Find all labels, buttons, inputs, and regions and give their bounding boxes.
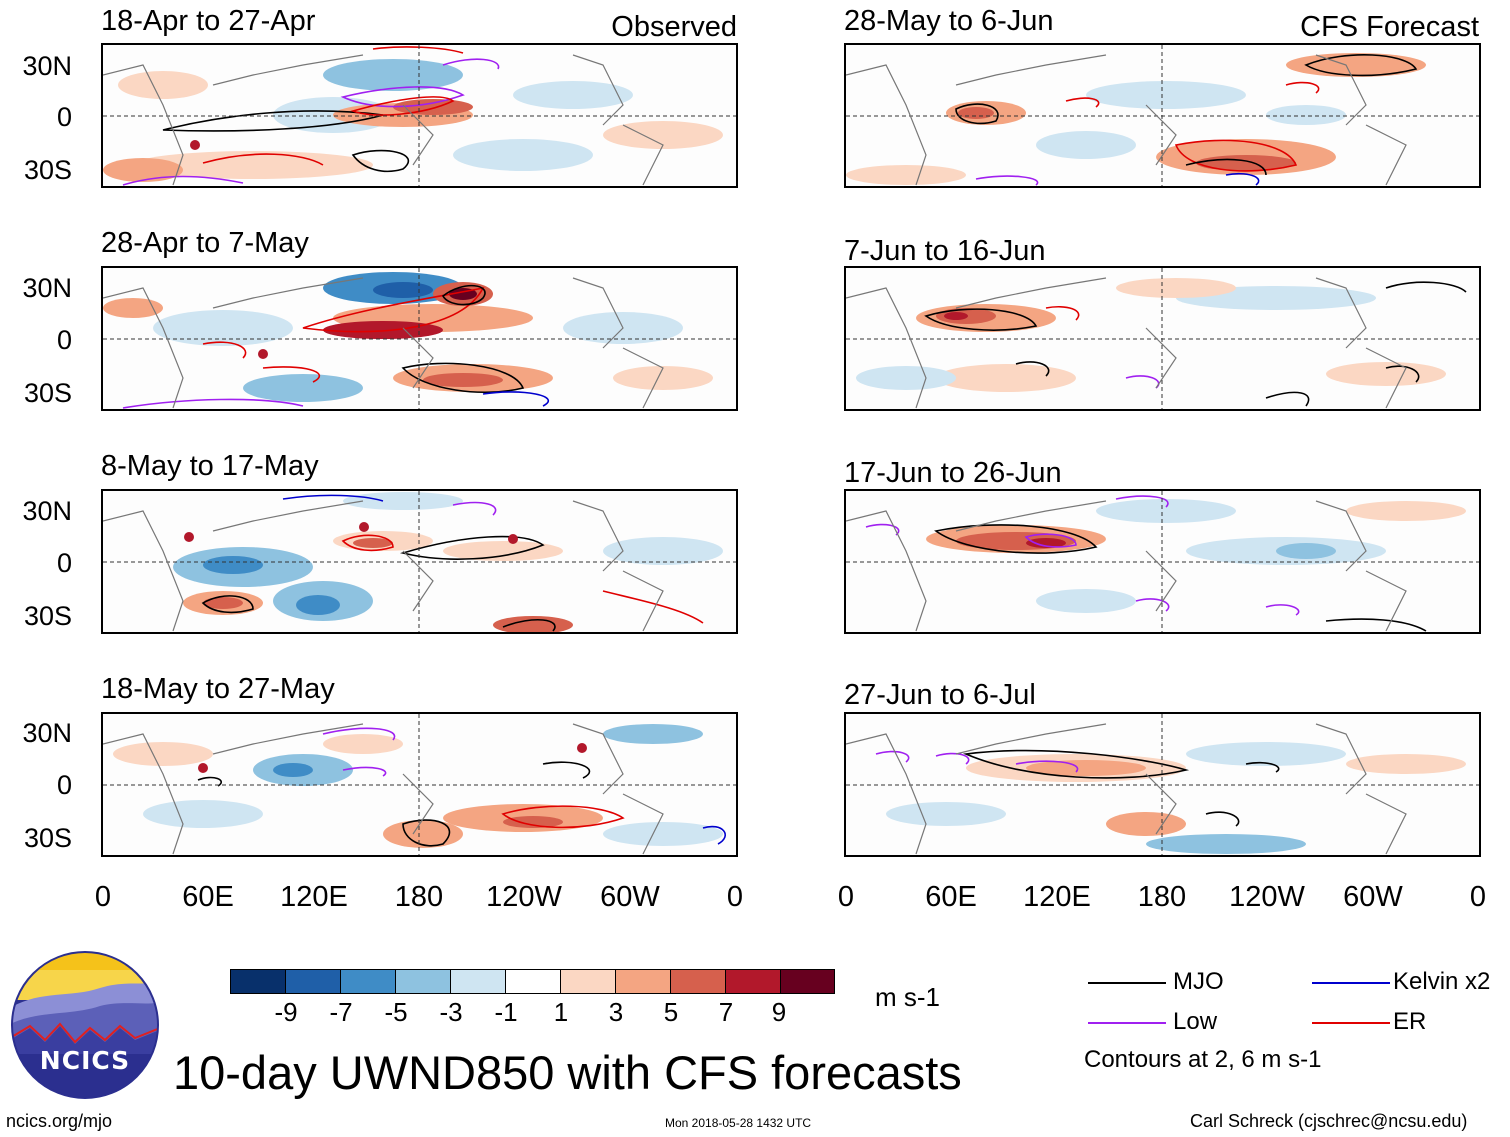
colorbar-segment bbox=[781, 970, 834, 993]
legend-er: ER bbox=[1393, 1008, 1427, 1035]
colorbar-label: 9 bbox=[771, 997, 787, 1027]
colorbar-segment bbox=[451, 970, 506, 993]
colorbar-label: 7 bbox=[718, 997, 734, 1027]
lat-label: 0 bbox=[56, 325, 72, 355]
wind-anomaly-map bbox=[846, 45, 1479, 186]
lon-label: 0 bbox=[1469, 881, 1487, 913]
wind-anomaly-map bbox=[103, 491, 736, 632]
legend-kelvin: Kelvin x2 bbox=[1393, 968, 1491, 995]
lon-label: 0 bbox=[726, 881, 744, 913]
wind-anomaly-map bbox=[103, 45, 736, 186]
lon-label: 120W bbox=[1229, 881, 1305, 913]
lon-label: 120E bbox=[280, 881, 348, 913]
colorbar bbox=[230, 969, 835, 994]
lat-label: 30S bbox=[23, 823, 72, 853]
lat-label: 30N bbox=[22, 51, 72, 81]
footer-url: ncics.org/mjo bbox=[6, 1111, 113, 1131]
lon-label: 180 bbox=[394, 881, 444, 913]
lat-label: 30N bbox=[22, 273, 72, 303]
lon-label: 0 bbox=[837, 881, 855, 913]
lat-label: 30N bbox=[22, 718, 72, 748]
colorbar-label: -9 bbox=[274, 997, 298, 1027]
lat-label: 30S bbox=[23, 601, 72, 631]
legend-low: Low bbox=[1173, 1008, 1218, 1035]
mjo-line-swatch bbox=[1088, 982, 1166, 984]
colorbar-label: -3 bbox=[439, 997, 463, 1027]
colorbar-label: -7 bbox=[329, 997, 353, 1027]
colorbar-units: m s-1 bbox=[875, 982, 940, 1012]
lon-label: 60W bbox=[600, 881, 660, 913]
panel-title: 7-Jun to 16-Jun bbox=[844, 235, 1046, 267]
observed-label: Observed bbox=[611, 11, 737, 43]
colorbar-segment bbox=[396, 970, 451, 993]
colorbar-segment bbox=[231, 970, 286, 993]
lon-label: 60E bbox=[925, 881, 977, 913]
lat-label: 30S bbox=[23, 378, 72, 408]
wind-anomaly-map bbox=[846, 491, 1479, 632]
panel-title: 8-May to 17-May bbox=[101, 450, 319, 482]
ncics-logo: NCICS bbox=[10, 950, 160, 1100]
colorbar-label: -5 bbox=[384, 997, 408, 1027]
legend-mjo: MJO bbox=[1173, 968, 1224, 995]
lat-label: 0 bbox=[56, 102, 72, 132]
wind-anomaly-map bbox=[103, 714, 736, 855]
lon-label: 120E bbox=[1023, 881, 1091, 913]
colorbar-segment bbox=[506, 970, 561, 993]
colorbar-segment bbox=[616, 970, 671, 993]
wind-anomaly-map bbox=[103, 268, 736, 409]
main-title: 10-day UWND850 with CFS forecasts bbox=[173, 1046, 962, 1099]
lon-label: 180 bbox=[1137, 881, 1187, 913]
panel-title: 28-May to 6-Jun bbox=[844, 5, 1054, 37]
footer-timestamp: Mon 2018-05-28 1432 UTC bbox=[665, 1116, 812, 1130]
low-line-swatch bbox=[1088, 1022, 1166, 1024]
lon-label: 60E bbox=[182, 881, 234, 913]
wind-anomaly-map bbox=[846, 268, 1479, 409]
wind-anomaly-map bbox=[846, 714, 1479, 855]
lon-label: 0 bbox=[94, 881, 112, 913]
footer-credit: Carl Schreck (cjschrec@ncsu.edu) bbox=[1190, 1111, 1468, 1131]
colorbar-label: 3 bbox=[608, 997, 624, 1027]
contour-note: Contours at 2, 6 m s-1 bbox=[1084, 1046, 1322, 1073]
colorbar-segment bbox=[561, 970, 616, 993]
colorbar-label: -1 bbox=[494, 997, 518, 1027]
lon-label: 60W bbox=[1343, 881, 1403, 913]
er-line-swatch bbox=[1312, 1022, 1390, 1024]
colorbar-label: 1 bbox=[553, 997, 569, 1027]
lat-label: 30N bbox=[22, 496, 72, 526]
colorbar-segment bbox=[671, 970, 726, 993]
lon-label: 120W bbox=[486, 881, 562, 913]
lat-label: 0 bbox=[56, 548, 72, 578]
colorbar-segment bbox=[726, 970, 781, 993]
lat-label: 30S bbox=[23, 155, 72, 185]
panel-title: 18-Apr to 27-Apr bbox=[101, 5, 316, 37]
cfs-forecast-label: CFS Forecast bbox=[1300, 11, 1479, 43]
colorbar-segment bbox=[341, 970, 396, 993]
panel-title: 28-Apr to 7-May bbox=[101, 227, 309, 259]
kelvin-line-swatch bbox=[1312, 982, 1390, 984]
panel-title: 17-Jun to 26-Jun bbox=[844, 457, 1062, 489]
colorbar-segment bbox=[286, 970, 341, 993]
panel-title: 18-May to 27-May bbox=[101, 673, 335, 705]
lat-label: 0 bbox=[56, 770, 72, 800]
panel-title: 27-Jun to 6-Jul bbox=[844, 679, 1036, 711]
colorbar-label: 5 bbox=[663, 997, 679, 1027]
logo-text: NCICS bbox=[39, 1046, 131, 1075]
